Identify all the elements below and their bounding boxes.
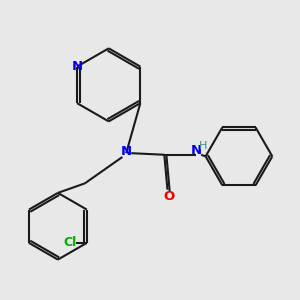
Text: N: N <box>71 60 82 73</box>
Text: N: N <box>190 143 202 157</box>
Text: O: O <box>164 190 175 203</box>
Text: H: H <box>199 141 207 151</box>
Text: Cl: Cl <box>63 236 76 249</box>
Text: N: N <box>121 145 132 158</box>
